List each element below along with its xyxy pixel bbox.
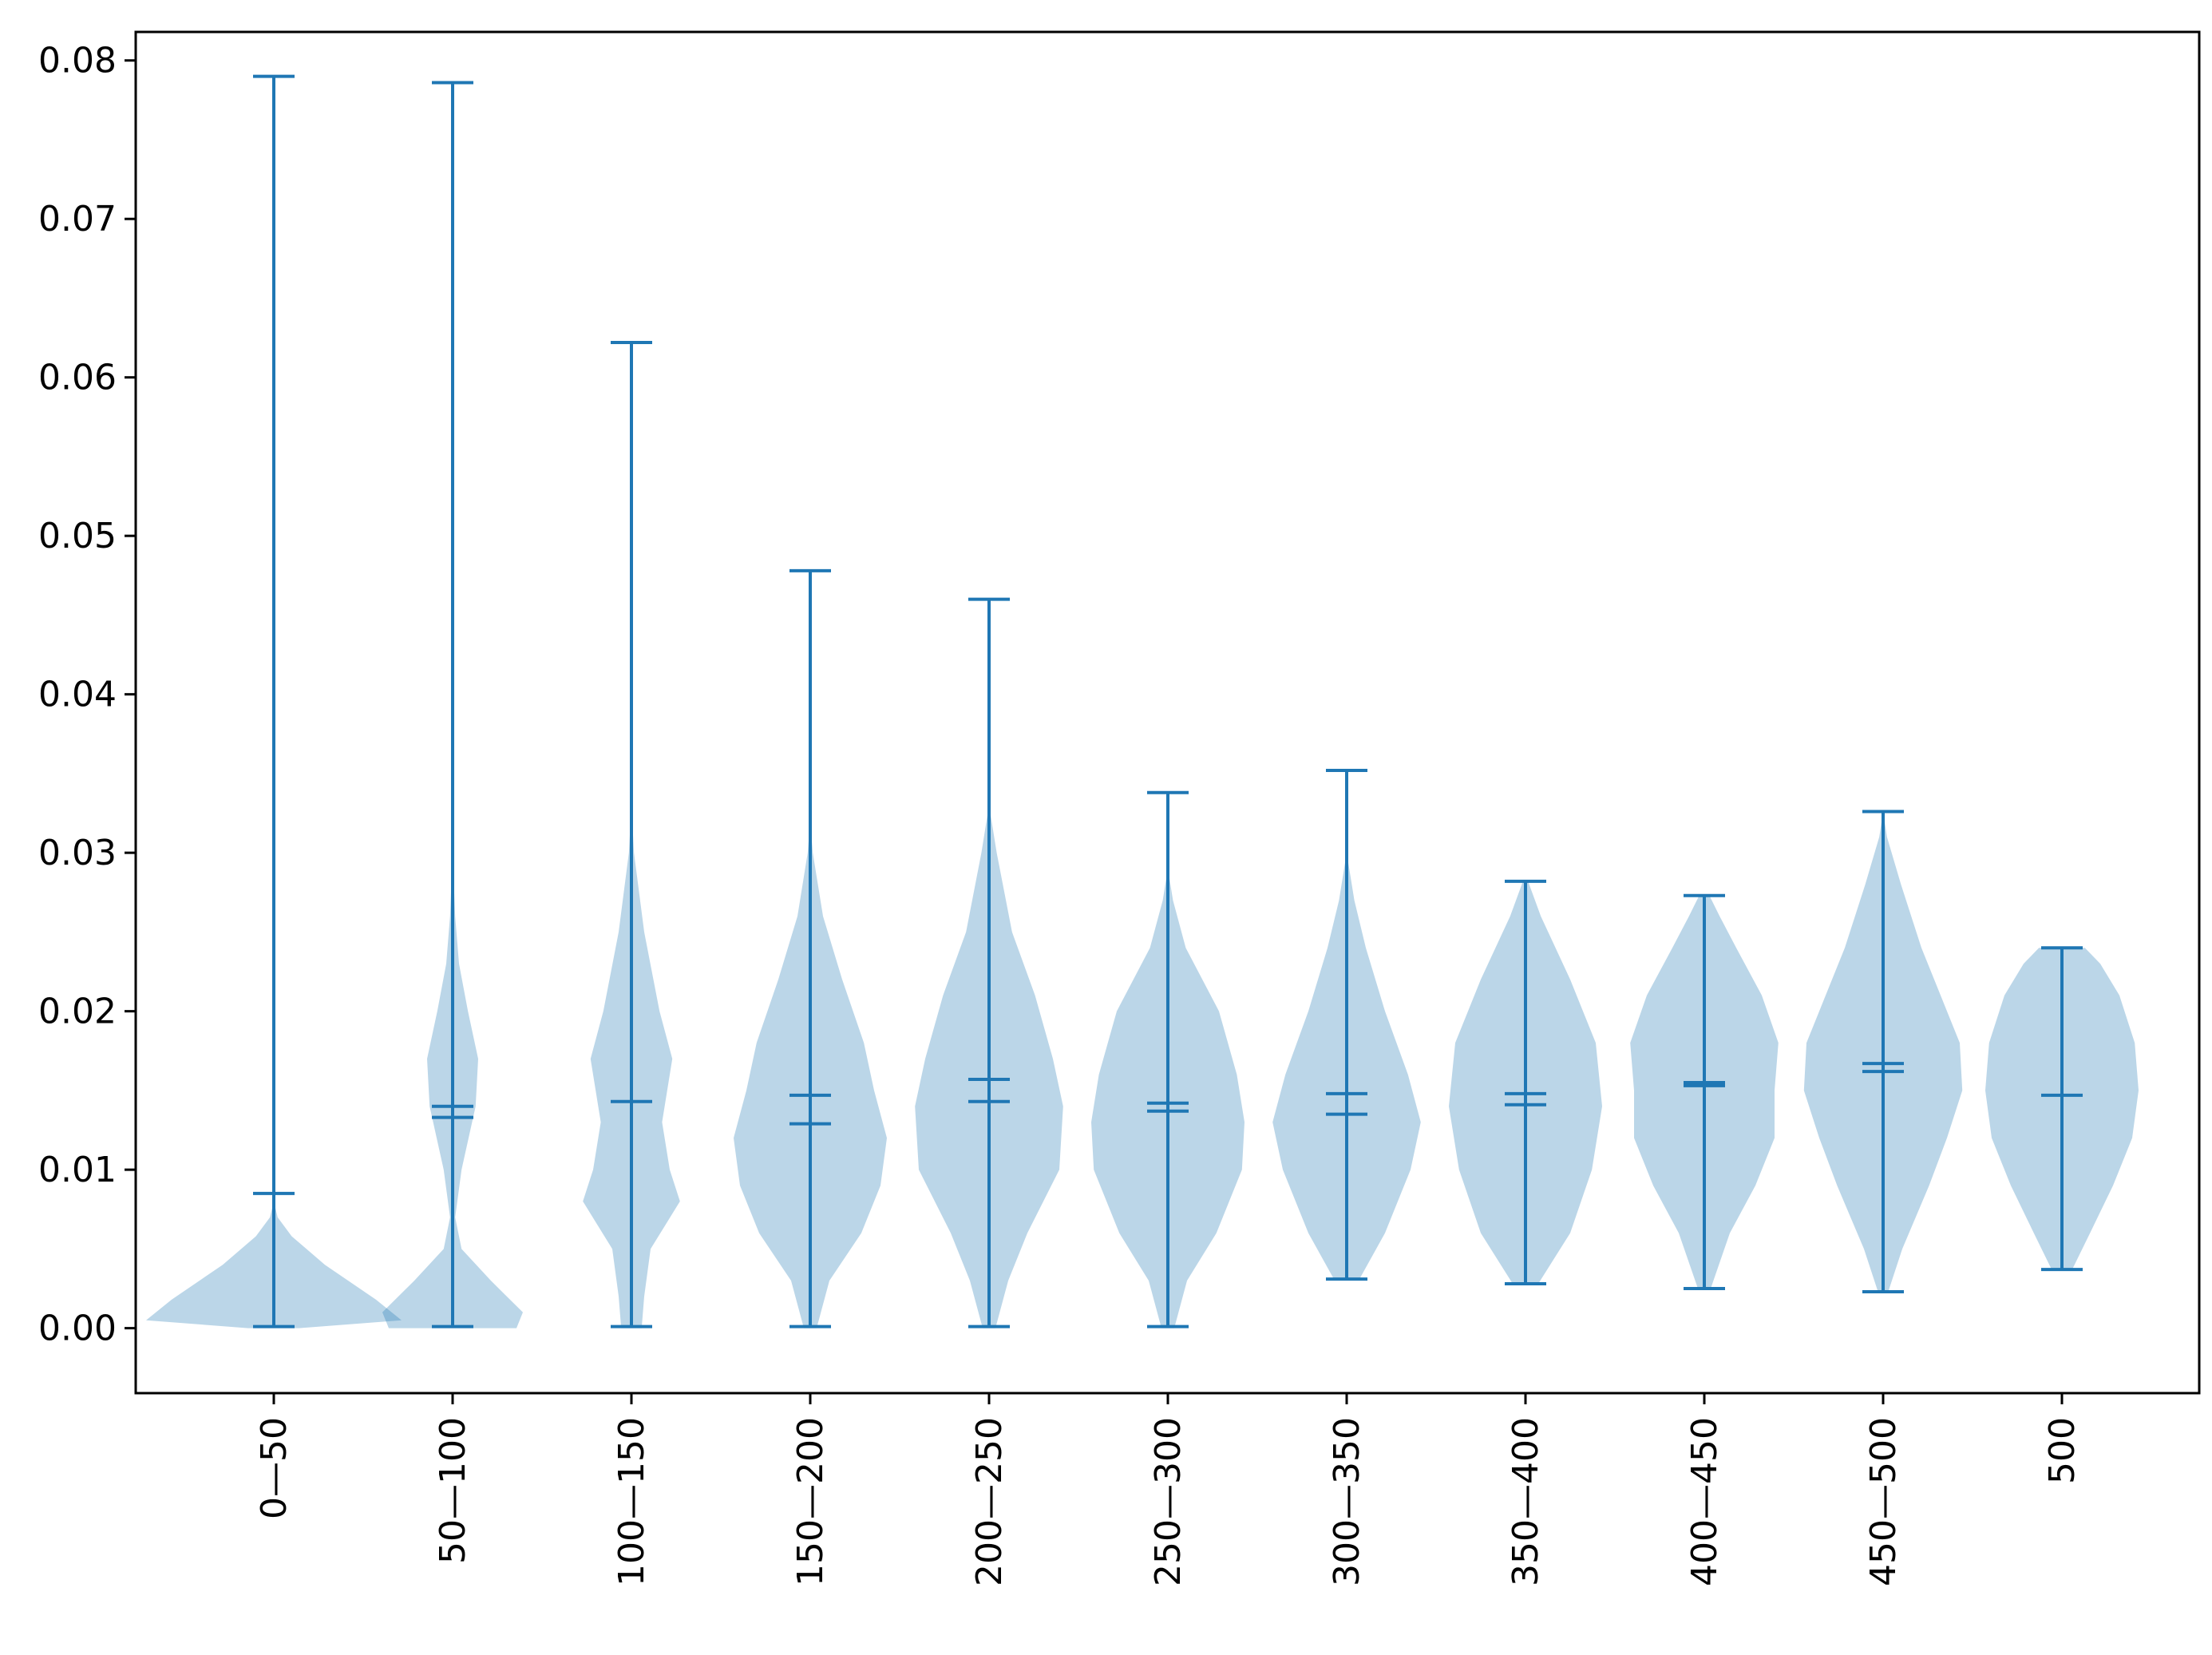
- y-tick-label: 0.07: [38, 199, 117, 240]
- x-tick-label: 100—150: [611, 1417, 652, 1586]
- violin-10: [1985, 946, 2139, 1272]
- x-tick-label: 450—500: [1863, 1417, 1904, 1586]
- violin-2: [583, 341, 680, 1328]
- plot-frame: [134, 30, 2201, 1395]
- violin-5: [1091, 790, 1244, 1328]
- y-tick-label: 0.01: [38, 1150, 117, 1190]
- violin-0: [146, 74, 402, 1328]
- x-tick-label: 250—300: [1148, 1417, 1189, 1586]
- y-tick-label: 0.06: [38, 358, 117, 398]
- violin-4: [915, 597, 1063, 1328]
- violin-6: [1272, 768, 1421, 1281]
- y-axis: 0.00 0.01 0.02 0.03 0.04 0.05 0.06 0.07 0.08: [38, 41, 136, 1349]
- x-tick-label: 350—400: [1506, 1417, 1546, 1586]
- y-tick-label: 0.04: [38, 675, 117, 715]
- x-tick-label: 500: [2042, 1417, 2083, 1484]
- x-tick-label: 400—450: [1684, 1417, 1725, 1586]
- x-tick-label: 300—350: [1327, 1417, 1367, 1586]
- x-tick-label: 150—200: [790, 1417, 831, 1586]
- violin-plot-area: [146, 74, 2139, 1328]
- y-tick-label: 0.00: [38, 1309, 117, 1349]
- violin-9: [1803, 810, 1963, 1293]
- y-tick-label: 0.05: [38, 516, 117, 556]
- x-tick-label: 0—50: [254, 1417, 295, 1519]
- y-tick-label: 0.03: [38, 833, 117, 873]
- x-tick-label: 50—100: [433, 1417, 473, 1564]
- violin-7: [1449, 879, 1602, 1286]
- violin-8: [1630, 893, 1779, 1290]
- violin-1: [382, 81, 523, 1328]
- x-axis: 0—50 50—100 100—150 150—200 200—250 250—300 30…: [254, 1393, 2083, 1586]
- violin-3: [734, 568, 887, 1328]
- x-tick-label: 200—250: [969, 1417, 1010, 1586]
- y-tick-label: 0.08: [38, 41, 117, 81]
- y-tick-label: 0.02: [38, 992, 117, 1032]
